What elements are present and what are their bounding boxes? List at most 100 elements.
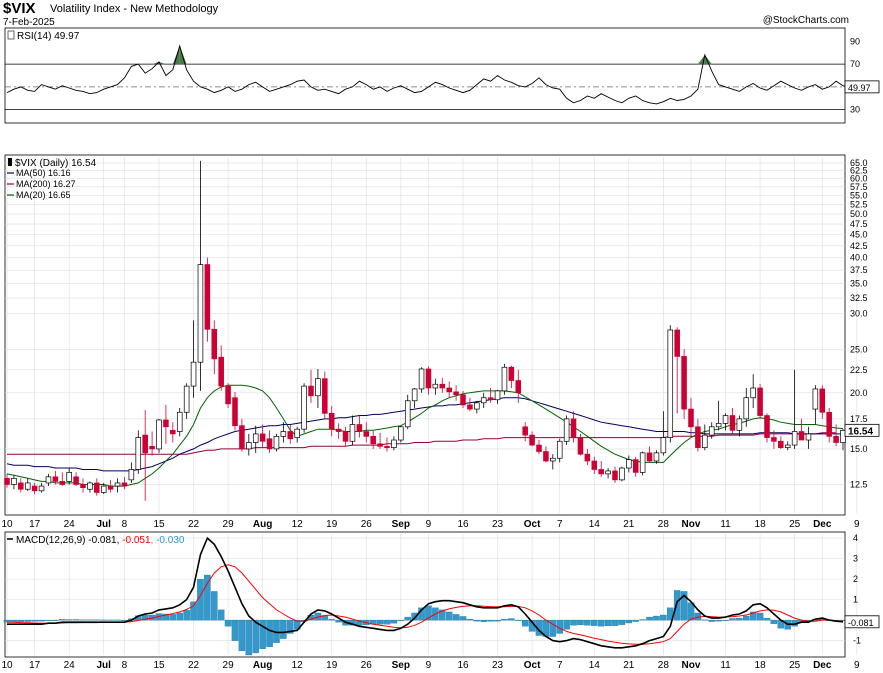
price-x-tick-label: Oct [524,519,541,530]
candle-body [59,481,66,485]
macd-x-tick-label: 26 [361,660,373,671]
macd-histogram-bar [183,610,190,621]
macd-histogram-bar [93,619,101,621]
candle-body [681,356,687,410]
price-y-tick-label: 50.0 [850,209,868,219]
candle-body [425,368,432,389]
candle-body [211,328,218,360]
macd-histogram-bar [404,616,411,621]
price-legend-text: $VIX (Daily) 16.54 [15,158,97,169]
candle-body [391,439,397,448]
rsi-overbought-fill [172,45,180,65]
rsi-last-value-text: 49.97 [848,83,871,93]
candle-body [87,482,93,490]
price-x-tick-label: 23 [492,519,504,530]
macd-histogram-bar [238,619,246,652]
macd-x-tick-label: 12 [292,660,304,671]
macd-histogram-bar [494,619,501,622]
candle-body [584,453,591,462]
candle-body [778,440,784,448]
candle-body [38,485,45,492]
macd-histogram-bar [376,619,384,625]
candle-body [266,438,273,450]
candle-body [632,459,639,473]
macd-histogram-bar [224,619,232,627]
candle-body [487,397,494,401]
price-y-tick-label: 22.5 [850,365,868,375]
candle-body [204,264,211,330]
candle-body [94,482,100,493]
macd-x-tick-label: Aug [253,660,272,671]
candle-body [335,428,342,432]
macd-histogram-bar [701,619,709,621]
macd-legend-text: MACD(12,26,9) -0.081, -0.051, -0.030 [16,535,185,546]
candle-body [246,442,252,450]
candle-body [619,467,625,481]
ma20-legend-text: MA(20) 16.65 [16,190,71,200]
candle-body [398,426,404,441]
price-y-tick-label: 65.0 [850,158,868,168]
macd-histogram-bar [763,617,771,621]
candle-body [743,397,750,420]
price-y-tick-label: 57.5 [850,182,868,192]
candle-body [467,404,473,410]
candle-body [612,470,618,481]
macd-histogram-bar [625,619,633,624]
price-y-tick-label: 55.0 [850,190,868,200]
macd-histogram-bar [114,619,121,621]
candle-body [577,437,584,455]
candle-body [218,356,224,387]
price-y-tick-label: 42.5 [850,241,868,251]
candle-body [543,451,549,462]
macd-histogram-bar [708,619,715,622]
macd-x-tick-label: 14 [589,660,601,671]
macd-histogram-bar [45,619,52,621]
candle-body [826,411,832,437]
rsi-y-tick-label: 90 [850,36,860,46]
copyright[interactable]: @StockCharts.com [762,15,849,26]
macd-histogram-bar [549,619,557,637]
price-x-tick-label: 19 [326,519,338,530]
macd-x-tick-label: 22 [188,660,200,671]
rsi-line [6,44,857,105]
macd-histogram-bar [107,619,114,621]
macd-histogram-bar [584,619,591,626]
macd-x-tick-label: 18 [755,660,767,671]
candle-body [556,440,563,459]
macd-x-tick-label: 25 [789,660,801,671]
price-y-tick-label: 62.5 [850,166,868,176]
macd-histogram-bar [204,574,211,621]
macd-histogram-bar [24,619,31,622]
macd-histogram-bar [328,618,335,621]
candle-body [695,426,701,448]
macd-histogram-bar [736,617,743,621]
macd-histogram-bar [231,619,239,641]
price-y-tick-label: 32.5 [850,293,868,303]
price-y-tick-label: 47.5 [850,219,868,229]
macd-histogram-bar [211,591,218,621]
rsi-legend: RSI(14) 49.97 [7,30,80,42]
macd-histogram-bar [611,619,619,626]
candle-body [529,434,535,446]
candle-body [605,470,611,475]
macd-histogram-bar [646,616,653,621]
macd-x-tick-label: Oct [524,660,541,671]
macd-histogram-bar [632,619,639,622]
macd-panel-frame [4,531,846,658]
candle-body [225,385,231,405]
candle-body [508,366,515,381]
candle-body [322,378,328,414]
macd-histogram-bar [591,619,598,626]
macd-x-tick-label: Dec [813,660,832,671]
rsi-legend-text: RSI(14) 49.97 [17,31,80,42]
macd-histogram-bar [280,619,287,639]
price-x-tick-label: 10 [1,519,13,530]
macd-histogram-bar [604,619,612,627]
macd-histogram-bar [397,619,405,621]
macd-histogram-bar [31,619,38,622]
price-y-tick-label: 20.0 [850,388,868,398]
candle-body [439,383,446,389]
macd-x-tick-label: 21 [623,660,635,671]
price-x-tick-label: 21 [623,519,635,530]
candle-body [328,413,335,430]
